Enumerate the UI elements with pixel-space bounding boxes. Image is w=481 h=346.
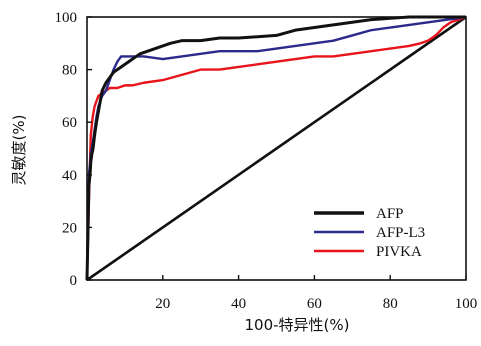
legend-label: AFP <box>376 206 404 222</box>
series-line-pivka <box>85 15 467 281</box>
x-tick-label: 60 <box>307 296 322 312</box>
y-tick-label: 40 <box>62 168 77 184</box>
reference-diagonal-layer <box>86 15 467 282</box>
x-tick-label: 20 <box>155 296 170 312</box>
y-tick-label: 20 <box>62 220 77 236</box>
series-layer <box>85 15 467 281</box>
y-tick-label: 80 <box>62 63 77 79</box>
y-tick-label: 0 <box>70 273 78 289</box>
x-axis-title: 100-特异性(%) <box>244 316 349 334</box>
x-tick-label: 80 <box>383 296 398 312</box>
legend: AFP AFP-L3 PIVKA <box>314 206 425 260</box>
legend-label: PIVKA <box>376 244 422 260</box>
y-tick-label: 100 <box>55 10 78 26</box>
x-tick-label: 40 <box>231 296 246 312</box>
legend-label: AFP-L3 <box>376 225 425 241</box>
plot-frame <box>86 16 467 281</box>
x-tick-label: 100 <box>455 296 478 312</box>
y-tick-label: 60 <box>62 115 77 131</box>
y-axis-title: 灵敏度(%) <box>10 115 28 186</box>
reference-diagonal-line <box>86 15 467 282</box>
ticks-layer: 20 40 60 80 100 0 20 40 60 80 100 <box>55 10 478 312</box>
series-line-afp <box>85 15 466 281</box>
